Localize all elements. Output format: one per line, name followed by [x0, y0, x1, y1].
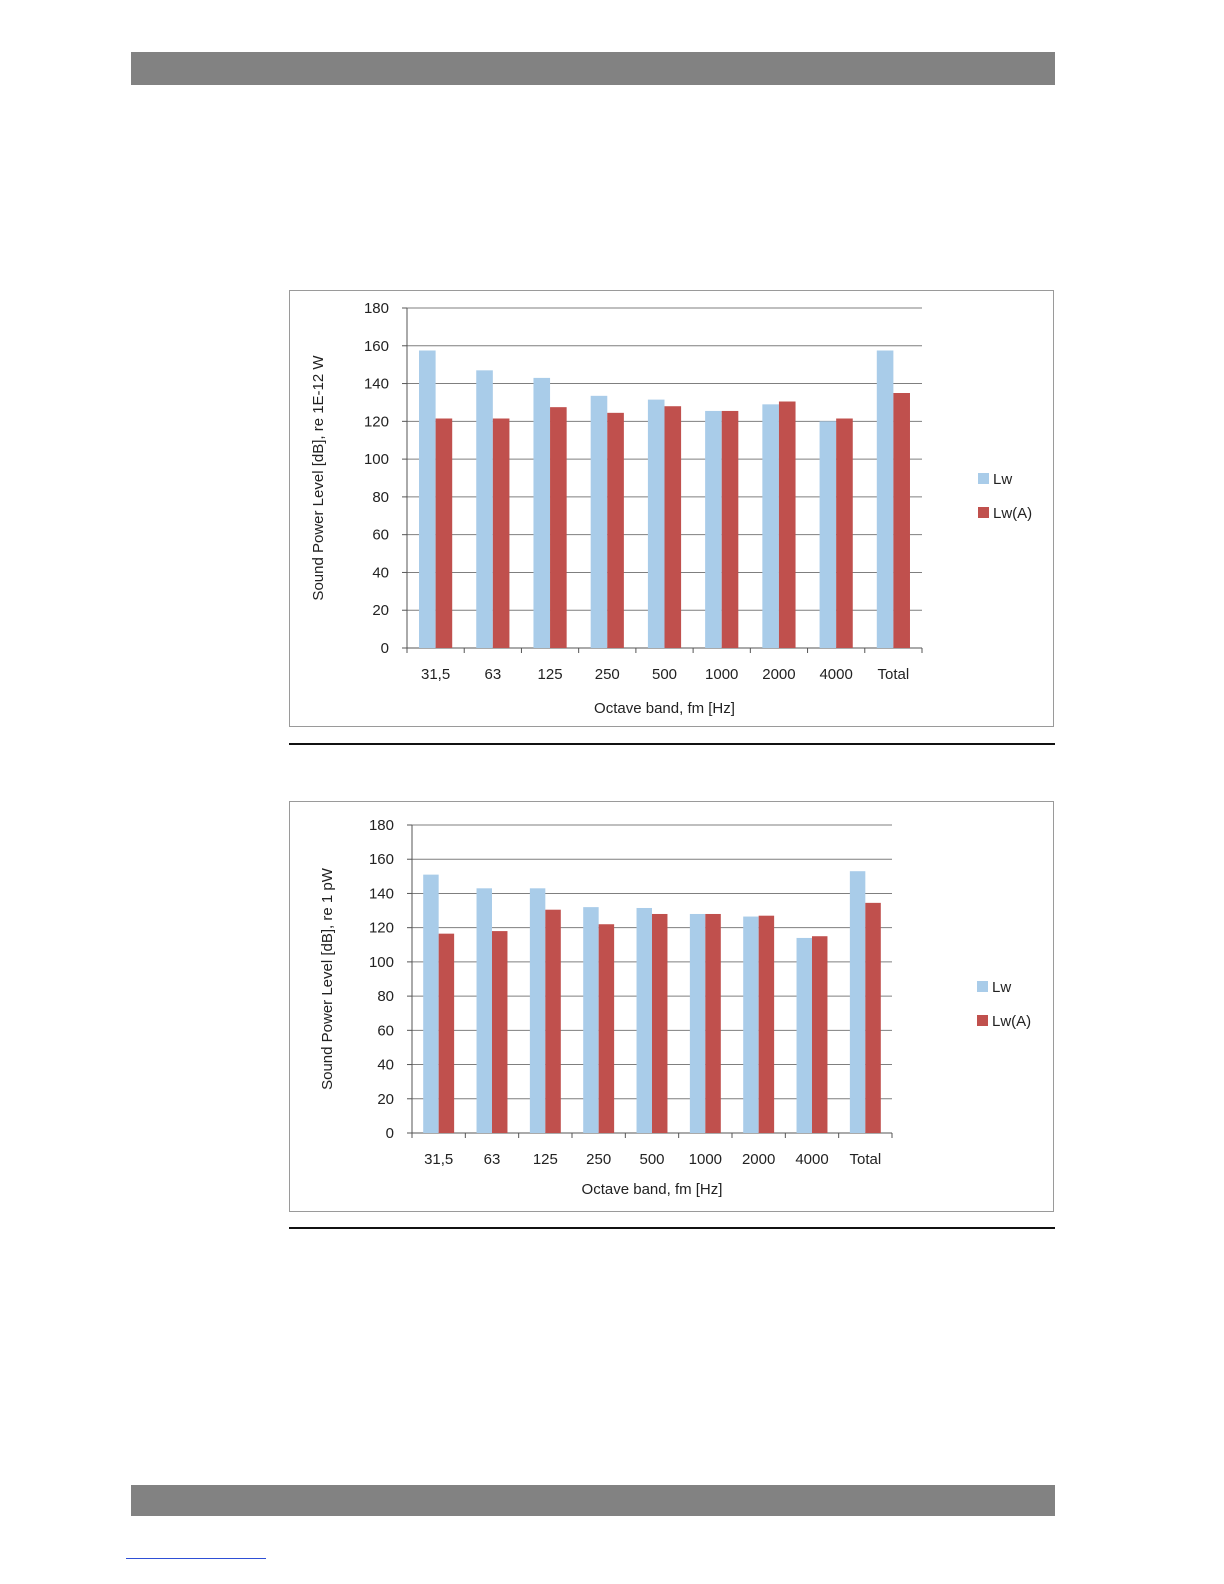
chart-1: 0 20 40 60 80 100 120 140 160 180 31,5 63 125 250 500 1…: [310, 300, 1032, 717]
legend-label: Lw: [992, 979, 1011, 996]
bar-lwa: [758, 915, 775, 1133]
bar-lw: [423, 874, 439, 1133]
bar-lw: [849, 871, 866, 1133]
bar-lw: [533, 377, 551, 648]
legend-swatch: [977, 981, 988, 992]
bar-lwa: [893, 393, 910, 648]
legend-label: Lw(A): [993, 505, 1032, 522]
y-tick-label: 160: [364, 338, 389, 355]
x-tick-label: 63: [484, 666, 501, 683]
y-tick-label: 20: [377, 1091, 394, 1108]
bar-lwa: [865, 902, 881, 1133]
y-axis-title: Sound Power Level [dB], re 1E-12 W: [310, 355, 327, 601]
legend-swatch: [978, 507, 989, 518]
bar-lwa: [435, 418, 453, 648]
bar-lw: [705, 410, 722, 648]
bar-lw: [590, 395, 608, 648]
bar-lw: [762, 404, 779, 648]
x-tick-label: 1000: [689, 1151, 722, 1168]
bar-lw: [636, 907, 652, 1133]
bar-lwa: [492, 418, 510, 648]
bar-lw: [876, 350, 894, 648]
bar-lwa: [778, 401, 796, 648]
y-tick-label: 80: [377, 988, 394, 1005]
x-tick-label: 500: [652, 666, 677, 683]
x-tick-label: 125: [538, 666, 563, 683]
y-tick-label: 40: [377, 1057, 394, 1074]
chart-panel-1: 0 20 40 60 80 100 120 140 160 180 31,5 63 125 250 500 1…: [289, 290, 1054, 727]
x-axis-title: Octave band, fm [Hz]: [594, 700, 735, 717]
y-tick-label: 40: [372, 564, 389, 581]
x-tick-label: 250: [595, 666, 620, 683]
y-tick-label: 140: [364, 376, 389, 393]
chart-2: 0 20 40 60 80 100 120 140 160 180 31,5 63 125 250 500 1…: [319, 817, 1031, 1198]
bar-lwa: [545, 909, 561, 1133]
x-tick-label: 500: [639, 1151, 664, 1168]
x-tick-label: Total: [849, 1151, 881, 1168]
y-tick-label: 120: [369, 920, 394, 937]
bar-lw: [743, 916, 759, 1133]
y-axis-title: Sound Power Level [dB], re 1 pW: [319, 867, 336, 1090]
y-tick-label: 120: [364, 413, 389, 430]
x-tick-label: 31,5: [421, 666, 450, 683]
x-tick-label: 250: [586, 1151, 611, 1168]
bar-lwa: [721, 410, 739, 648]
x-tick-label: 4000: [819, 666, 852, 683]
y-tick-label: 180: [364, 300, 389, 317]
bar-lwa: [438, 933, 455, 1133]
x-tick-label: 1000: [705, 666, 738, 683]
bar-lwa: [836, 418, 853, 648]
legend-swatch: [977, 1015, 988, 1026]
y-tick-label: 60: [377, 1022, 394, 1039]
divider-line: [289, 743, 1055, 745]
bar-lw: [647, 399, 665, 648]
divider-line: [289, 1227, 1055, 1229]
legend-label: Lw: [993, 471, 1012, 488]
bar-lw: [796, 937, 812, 1133]
bar-lwa: [607, 412, 624, 648]
y-tick-label: 160: [369, 851, 394, 868]
footer-link-underline: [126, 1558, 266, 1559]
bar-lw: [819, 421, 837, 648]
bar-lw: [529, 888, 546, 1133]
bar-lwa: [652, 913, 668, 1133]
x-tick-label: 2000: [762, 666, 795, 683]
bar-lwa: [550, 407, 567, 648]
x-tick-label: 2000: [742, 1151, 775, 1168]
bar-lw: [476, 888, 492, 1133]
y-tick-label: 20: [372, 602, 389, 619]
x-tick-label: 125: [533, 1151, 558, 1168]
y-tick-label: 100: [369, 954, 394, 971]
bar-lwa: [705, 913, 721, 1133]
bar-lw: [583, 907, 599, 1133]
bar-lw: [476, 370, 493, 648]
y-tick-label: 140: [369, 885, 394, 902]
footer-bar: [131, 1485, 1055, 1516]
bar-lwa: [664, 406, 682, 648]
bar-lw: [419, 350, 436, 648]
y-tick-label: 180: [369, 817, 394, 834]
bar-lwa: [492, 931, 508, 1133]
bar-lwa: [812, 936, 828, 1133]
header-bar: [131, 52, 1055, 85]
x-tick-label: Total: [878, 666, 910, 683]
chart-panel-2: 0 20 40 60 80 100 120 140 160 180 31,5 63 125 250 500 1…: [289, 801, 1054, 1212]
x-tick-label: 4000: [795, 1151, 828, 1168]
bar-lw: [689, 913, 706, 1133]
y-tick-label: 60: [372, 527, 389, 544]
x-axis-title: Octave band, fm [Hz]: [582, 1181, 723, 1198]
y-tick-label: 0: [381, 640, 389, 657]
legend-label: Lw(A): [992, 1013, 1031, 1030]
y-tick-label: 100: [364, 451, 389, 468]
legend-swatch: [978, 473, 989, 484]
bar-lwa: [598, 924, 615, 1133]
x-tick-label: 63: [484, 1151, 501, 1168]
x-tick-label: 31,5: [424, 1151, 453, 1168]
y-tick-label: 80: [372, 489, 389, 506]
y-tick-label: 0: [386, 1125, 394, 1142]
